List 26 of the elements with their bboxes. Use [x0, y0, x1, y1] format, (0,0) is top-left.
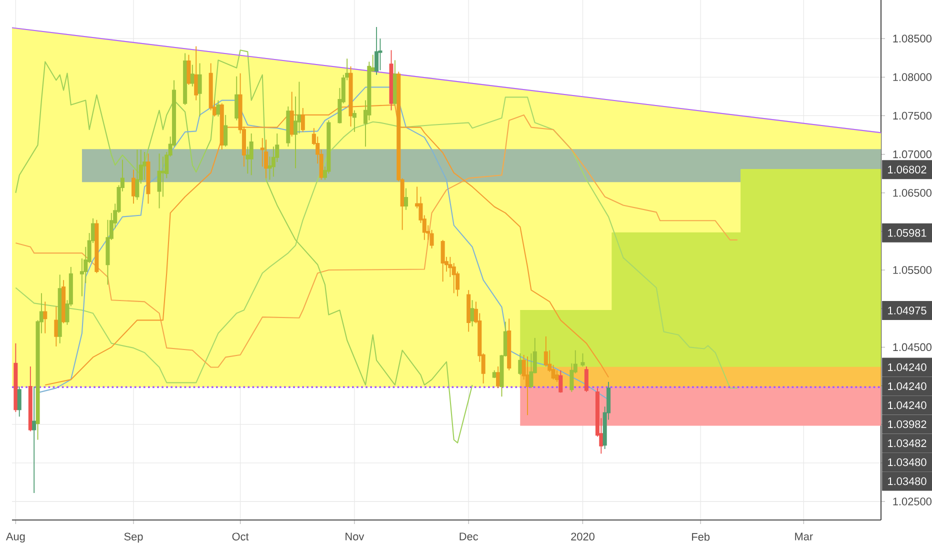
text: 1.04240 — [888, 363, 926, 372]
x-tick-label: Sep — [124, 532, 143, 543]
text: 1.05981 — [888, 229, 926, 237]
text: 1.03480 — [888, 458, 926, 466]
text: 1.04240 — [888, 382, 926, 390]
text: 1.04240 — [888, 401, 926, 410]
text: 1.03982 — [888, 420, 926, 428]
text: 1.03482 — [888, 439, 926, 448]
y-tick-label: 1.06500 — [893, 189, 932, 197]
y-tick-label: 1.04500 — [893, 343, 932, 352]
x-tick-label: Dec — [460, 532, 478, 540]
x-tick-label: Feb — [692, 532, 710, 541]
x-tick-label: Oct — [232, 532, 249, 540]
x-tick-label: Mar — [795, 532, 813, 540]
text: 1.03480 — [888, 477, 926, 486]
x-tick-label: 2020 — [571, 532, 594, 540]
text: 1.06802 — [888, 166, 926, 174]
y-tick-label: 1.08500 — [893, 34, 932, 42]
y-tick-label: 1.08000 — [893, 73, 932, 82]
y-tick-label: 1.05500 — [893, 266, 932, 274]
y-tick-label: 1.07500 — [893, 112, 932, 120]
y-tick-label: 1.07000 — [893, 150, 932, 158]
x-tick-label: Aug — [6, 532, 25, 543]
text: 1.04975 — [888, 306, 926, 314]
x-tick-label: Nov — [346, 532, 364, 540]
y-tick-label: 1.02500 — [893, 498, 932, 506]
